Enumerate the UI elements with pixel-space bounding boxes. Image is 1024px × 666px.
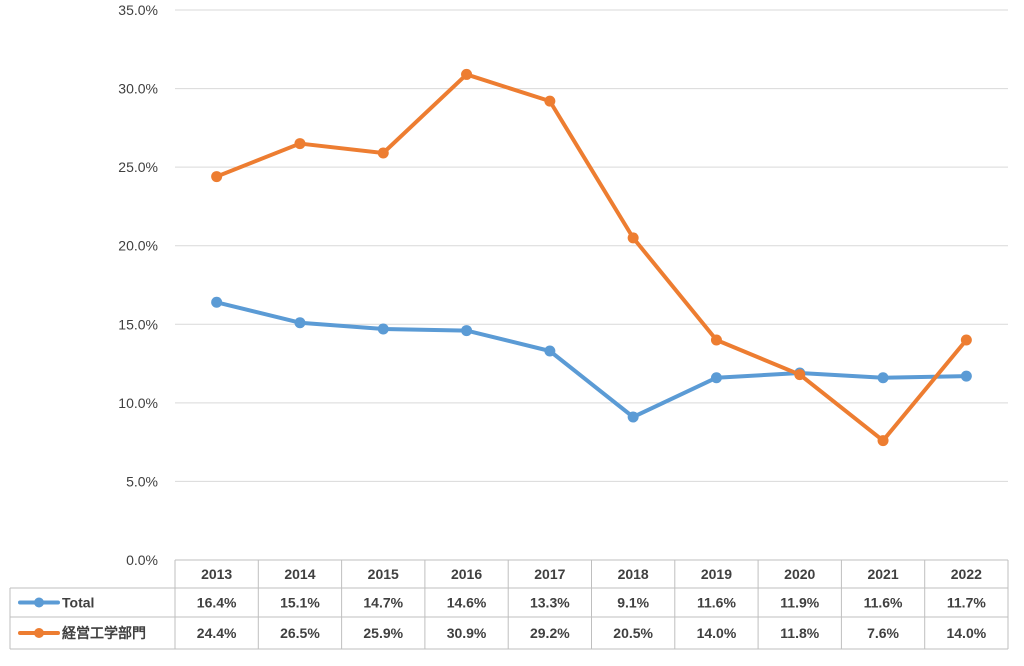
- data-point: [377, 147, 389, 159]
- y-axis-tick-labels: 0.0% 5.0% 10.0% 15.0% 20.0% 25.0% 30.0% 35.0%: [118, 2, 158, 568]
- data-point: [544, 95, 556, 107]
- y-tick-label: 25.0%: [118, 159, 158, 175]
- data-point: [960, 370, 972, 382]
- data-point: [710, 372, 722, 384]
- data-label: 26.5%: [280, 625, 320, 641]
- x-tick-label: 2018: [618, 566, 649, 582]
- series-line: [214, 72, 969, 443]
- data-point: [461, 68, 473, 80]
- data-point: [211, 296, 223, 308]
- x-tick-label: 2013: [201, 566, 232, 582]
- y-tick-label: 35.0%: [118, 2, 158, 18]
- data-label: 11.8%: [780, 625, 819, 641]
- data-point: [211, 171, 223, 183]
- data-label: 14.0%: [946, 625, 986, 641]
- legend-marker: [34, 597, 44, 608]
- series-total: [211, 296, 972, 423]
- data-point: [294, 317, 306, 329]
- data-point: [710, 334, 722, 346]
- data-label: 11.7%: [947, 595, 986, 611]
- x-tick-label: 2017: [534, 566, 565, 582]
- data-table: 2013 2014 2015 2016 2017 2018 2019 2020 2021 2022…: [9, 559, 1009, 650]
- data-label: 9.1%: [617, 595, 649, 611]
- data-point: [877, 372, 889, 384]
- y-tick-label: 20.0%: [118, 238, 158, 254]
- series-line: [214, 300, 969, 419]
- data-label: 29.2%: [530, 625, 570, 641]
- data-point: [877, 435, 889, 447]
- legend-label: Total: [62, 595, 94, 611]
- data-label: 13.3%: [530, 595, 570, 611]
- y-tick-label: 10.0%: [118, 395, 158, 411]
- y-tick-label: 30.0%: [118, 81, 158, 97]
- data-point: [794, 369, 806, 381]
- x-tick-label: 2015: [368, 566, 399, 582]
- legend-marker: [34, 628, 44, 638]
- data-label: 24.4%: [197, 625, 237, 641]
- data-label: 14.0%: [697, 625, 737, 641]
- y-tick-label: 0.0%: [126, 552, 158, 568]
- data-point: [544, 345, 556, 357]
- data-label: 7.6%: [867, 625, 899, 641]
- legend-label: 経営工学部門: [62, 625, 146, 641]
- data-label: 14.6%: [447, 595, 487, 611]
- data-point: [627, 232, 639, 244]
- data-label: 30.9%: [447, 625, 487, 641]
- data-point: [461, 325, 473, 337]
- x-tick-label: 2014: [284, 566, 315, 582]
- x-tick-label: 2020: [784, 566, 815, 582]
- x-tick-label: 2022: [951, 566, 982, 582]
- data-point: [960, 334, 972, 346]
- y-tick-label: 15.0%: [118, 316, 158, 332]
- data-label: 11.6%: [697, 595, 736, 611]
- series-dept: [211, 68, 972, 447]
- data-label: 15.1%: [280, 595, 320, 611]
- data-point: [377, 323, 389, 335]
- x-tick-label: 2019: [701, 566, 732, 582]
- gridlines: [175, 9, 1008, 482]
- y-tick-label: 5.0%: [126, 473, 158, 489]
- series-lines: [211, 68, 972, 447]
- data-point: [627, 411, 639, 423]
- data-label: 14.7%: [363, 595, 403, 611]
- data-point: [294, 138, 306, 150]
- data-label: 11.6%: [864, 595, 903, 611]
- x-tick-label: 2016: [451, 566, 482, 582]
- data-label: 11.9%: [780, 595, 819, 611]
- data-label: 20.5%: [613, 625, 653, 641]
- x-tick-label: 2021: [867, 566, 898, 582]
- data-label: 25.9%: [363, 625, 403, 641]
- data-label: 16.4%: [197, 595, 237, 611]
